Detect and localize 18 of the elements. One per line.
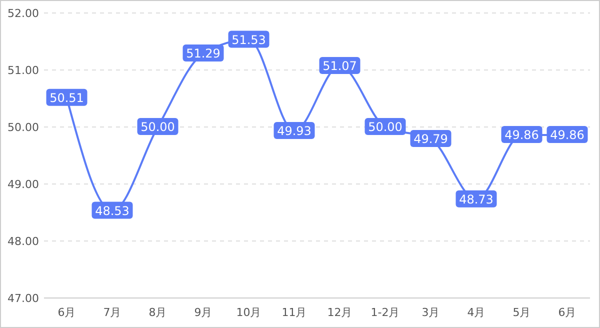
x-tick-label: 4月: [467, 306, 486, 319]
y-tick-label: 48.00: [8, 235, 39, 248]
y-tick-label: 49.00: [8, 178, 39, 191]
x-tick-label: 6月: [58, 306, 76, 319]
x-tick-label: 11月: [282, 306, 307, 319]
x-tick-label: 5月: [512, 306, 531, 319]
x-tick-label: 3月: [422, 306, 440, 319]
x-tick-label: 10月: [236, 306, 262, 319]
x-tick-label: 8月: [148, 306, 167, 319]
y-tick-label: 50.00: [8, 121, 39, 134]
x-tick-label: 1-2月: [370, 306, 400, 319]
x-tick-label: 6月: [558, 306, 576, 319]
y-tick-label: 51.00: [8, 64, 39, 77]
x-tick-label: 9月: [194, 306, 212, 319]
x-tick-label: 12月: [327, 306, 352, 319]
x-tick-label: 7月: [103, 306, 122, 319]
y-tick-label: 52.00: [8, 7, 39, 20]
y-tick-label: 47.00: [8, 292, 39, 305]
